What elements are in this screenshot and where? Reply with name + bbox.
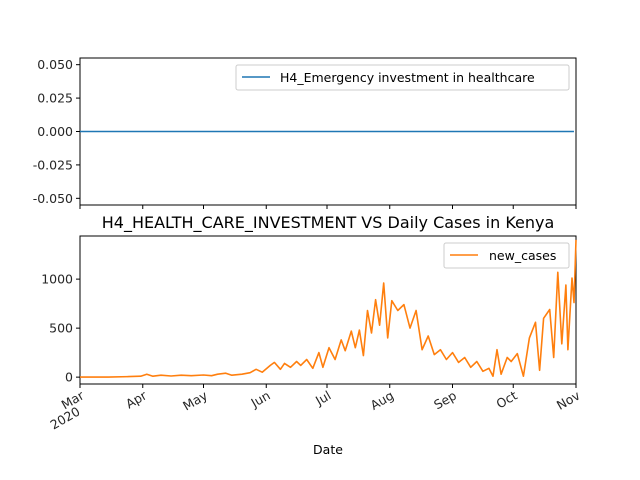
bottom-y-tick-label: 500 (49, 321, 73, 336)
bottom-y-tick-label: 1000 (41, 272, 73, 287)
bottom-legend: new_cases (443, 242, 570, 269)
bottom-y-ticks: 1000 500 0 (41, 272, 80, 385)
top-legend-box (235, 64, 570, 91)
top-y-tick-label: 0.000 (37, 124, 73, 139)
bottom-legend-label: new_cases (489, 248, 556, 263)
top-y-ticks: 0.050 0.025 0.000 -0.025 -0.050 (33, 57, 80, 206)
bottom-series-lines (80, 239, 577, 378)
top-legend-label: H4_Emergency investment in healthcare (280, 70, 535, 85)
top-legend: H4_Emergency investment in healthcare (235, 64, 570, 91)
top-y-tick-label: 0.025 (37, 91, 73, 106)
new-cases-line (80, 239, 577, 378)
x-tick-label: Jul (312, 388, 333, 409)
bottom-legend-box (443, 242, 570, 269)
chart-title: H4_HEALTH_CARE_INVESTMENT VS Daily Cases… (102, 213, 555, 233)
top-x-ticks (79, 205, 577, 209)
top-y-tick-label: 0.050 (37, 57, 73, 72)
bottom-axes-frame (79, 235, 577, 385)
top-y-tick-label: -0.050 (33, 191, 73, 206)
top-y-tick-label: -0.025 (33, 157, 73, 172)
x-axis-label: Date (313, 442, 343, 457)
top-axes: 0.050 0.025 0.000 -0.025 -0.050 H4_Emergency… (33, 57, 577, 209)
bottom-y-tick-label: 0 (65, 370, 73, 385)
